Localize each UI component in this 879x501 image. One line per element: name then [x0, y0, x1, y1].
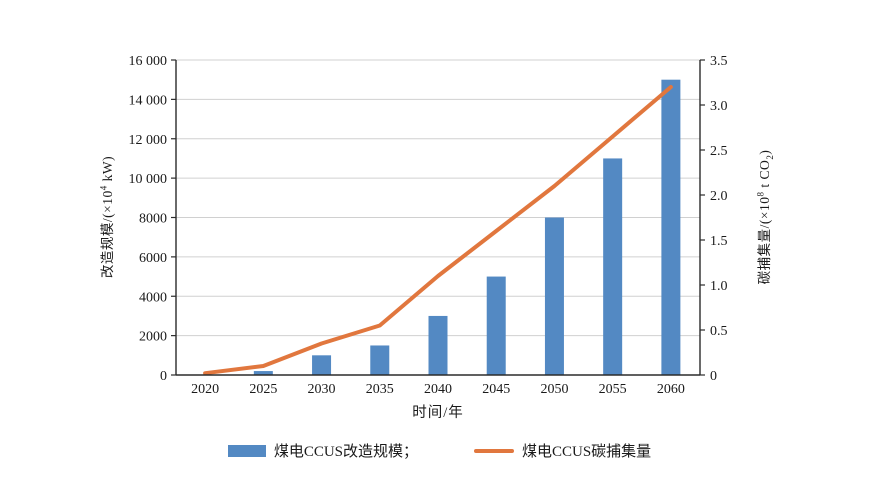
x-axis-labels: 2020 2025 2030 2035 2040 2045 2050 2055 2060	[191, 382, 685, 397]
left-tick-label: 16 000	[129, 54, 168, 69]
right-tick-label: 2.5	[710, 144, 728, 159]
right-axis-title-text: 碳捕集量/(×10	[757, 196, 773, 285]
x-tick-label: 2055	[599, 382, 627, 397]
left-tick-label: 12 000	[129, 133, 168, 148]
right-tick-label: 3.0	[710, 99, 728, 114]
x-tick-label: 2040	[424, 382, 452, 397]
bar-2040	[428, 315, 448, 375]
bar-2050	[544, 217, 564, 375]
left-tick-label: 10 000	[129, 172, 168, 187]
bar-series	[253, 79, 681, 375]
bar-2055	[603, 158, 623, 375]
left-tick-label: 4000	[139, 290, 167, 305]
right-axis-title-sub: 2	[764, 154, 775, 160]
bar-2060	[661, 79, 681, 375]
x-tick-label: 2035	[366, 382, 394, 397]
left-axis-title-text: 改造规模/(×10	[100, 190, 115, 279]
right-tick-label: 0.5	[710, 324, 728, 339]
bar-2035	[370, 345, 390, 375]
left-tick-label: 14 000	[129, 93, 168, 108]
x-tick-label: 2020	[191, 382, 219, 397]
right-tick-label: 2.0	[710, 189, 728, 204]
right-tick-label: 1.0	[710, 279, 728, 294]
left-tick-label: 2000	[139, 330, 167, 345]
bar-2030	[312, 355, 332, 375]
right-tick-label: 1.5	[710, 234, 728, 249]
right-axis-title: 碳捕集量/(×108 t CO2)	[753, 150, 775, 285]
line-series	[203, 85, 673, 376]
left-tick-label: 6000	[139, 251, 167, 266]
right-axis-title-mid: t CO	[757, 159, 773, 192]
x-tick-label: 2045	[482, 382, 510, 397]
left-tick-label: 0	[160, 369, 167, 384]
legend-item-line-series: 煤电CCUS碳捕集量	[474, 440, 651, 461]
x-axis-title: 时间/年	[412, 405, 464, 421]
left-axis-title-sup: 4	[98, 185, 109, 191]
x-tick-label: 2030	[308, 382, 336, 397]
legend-bar-swatch-icon	[227, 444, 266, 457]
right-tick-label: 0	[710, 369, 717, 384]
x-tick-label: 2025	[249, 382, 277, 397]
left-axis-ticks: 0 2000 4000 6000 8000 10 000 12 000 14 000 16 00…	[129, 54, 176, 384]
left-axis-title-unit: kW)	[100, 155, 115, 186]
gridlines	[176, 59, 700, 337]
x-tick-label: 2060	[657, 382, 685, 397]
left-axis-title: 改造规模/(×104 kW)	[96, 156, 116, 278]
bar-2045	[486, 276, 506, 375]
right-axis-ticks: 0 0.5 1.0 1.5 2.0 2.5 3.0 3.5	[700, 54, 728, 384]
left-tick-label: 8000	[139, 212, 167, 227]
legend-line-label: 煤电CCUS碳捕集量	[522, 444, 652, 460]
legend-bar-label: 煤电CCUS改造规模；	[273, 444, 418, 460]
right-axis-title-close: )	[757, 149, 773, 155]
legend-item-bar-series: 煤电CCUS改造规模；	[227, 440, 418, 461]
legend: 煤电CCUS改造规模； 煤电CCUS碳捕集量	[0, 440, 879, 461]
legend-line-swatch-icon	[474, 448, 514, 453]
bar-2025	[253, 371, 273, 375]
right-axis-title-sup: 8	[755, 191, 766, 197]
x-tick-label: 2050	[540, 382, 568, 397]
right-tick-label: 3.5	[710, 54, 728, 69]
capture-line	[203, 85, 673, 376]
